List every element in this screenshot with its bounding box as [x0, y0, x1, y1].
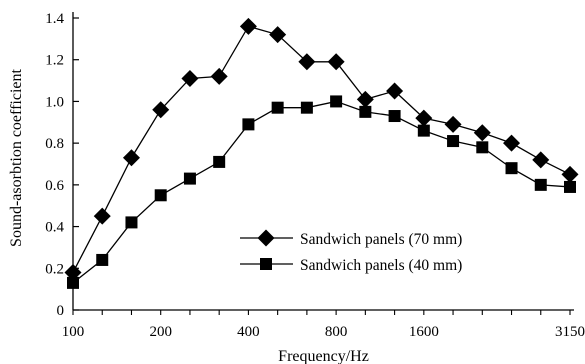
data-point-diamond	[152, 101, 170, 119]
data-point-square	[67, 276, 79, 289]
x-tick-label: 3150	[555, 324, 585, 340]
data-point-square	[330, 95, 343, 108]
legend: Sandwich panels (70 mm) Sandwich panels (…	[240, 229, 462, 274]
data-point-diamond	[327, 53, 345, 71]
data-point-diamond	[473, 124, 491, 142]
data-point-square	[96, 253, 109, 266]
data-point-square	[359, 105, 372, 118]
data-point-square	[447, 135, 460, 148]
x-tick-label: 800	[325, 324, 348, 340]
axes: 0 0.2 0.4 0.6 0.8 1.0 1.2 1.4 100 200 400 800 1600 31…	[45, 11, 585, 340]
data-point-square	[388, 110, 401, 123]
y-axis-title: Sound-asorbtion coefficient	[8, 69, 25, 247]
data-point-diamond	[356, 90, 374, 108]
data-point-square	[183, 172, 196, 185]
data-point-square	[271, 101, 284, 114]
data-point-diamond	[298, 53, 316, 71]
data-point-square	[300, 101, 313, 114]
data-point-square	[125, 216, 138, 229]
y-tick-label: 0	[57, 303, 65, 319]
y-tick-label: 0.4	[45, 220, 64, 236]
data-point-diamond	[239, 17, 257, 35]
y-tick-label: 0.8	[45, 136, 64, 152]
data-point-diamond	[532, 151, 550, 169]
y-tick-label: 1.4	[45, 11, 64, 27]
data-point-diamond	[415, 109, 433, 127]
data-point-diamond	[181, 69, 199, 87]
data-point-square	[154, 189, 167, 202]
x-tick-label: 100	[62, 324, 85, 340]
data-point-diamond	[64, 263, 82, 281]
data-point-diamond	[122, 149, 140, 167]
data-point-diamond	[444, 115, 462, 133]
y-tick-label: 0.2	[45, 261, 64, 277]
data-point-square	[564, 180, 576, 193]
x-tick-label: 400	[237, 324, 260, 340]
series-layer	[64, 17, 579, 289]
data-point-square	[417, 124, 430, 137]
x-tick-label: 1600	[409, 324, 439, 340]
data-point-diamond	[386, 82, 404, 100]
x-tick-label: 200	[149, 324, 172, 340]
y-tick-label: 1.0	[45, 94, 64, 110]
data-point-square	[242, 118, 255, 131]
x-axis-title: Frequency/Hz	[278, 348, 369, 364]
data-point-diamond	[269, 26, 287, 44]
data-point-square	[260, 258, 272, 270]
data-point-diamond	[561, 165, 579, 183]
series-2	[67, 95, 576, 289]
data-point-square	[476, 141, 489, 154]
data-point-diamond	[503, 134, 521, 152]
data-point-square	[213, 155, 226, 168]
data-point-diamond	[257, 229, 275, 247]
y-tick-label: 0.6	[45, 178, 64, 194]
series-1	[64, 17, 579, 281]
data-point-square	[534, 178, 547, 191]
legend-label: Sandwich panels (70 mm)	[300, 231, 462, 248]
data-point-diamond	[210, 67, 228, 85]
data-point-diamond	[93, 207, 111, 225]
legend-label: Sandwich panels (40 mm)	[300, 257, 462, 274]
series-line	[72, 100, 571, 284]
data-point-square	[505, 162, 518, 175]
y-tick-label: 1.2	[45, 53, 64, 69]
